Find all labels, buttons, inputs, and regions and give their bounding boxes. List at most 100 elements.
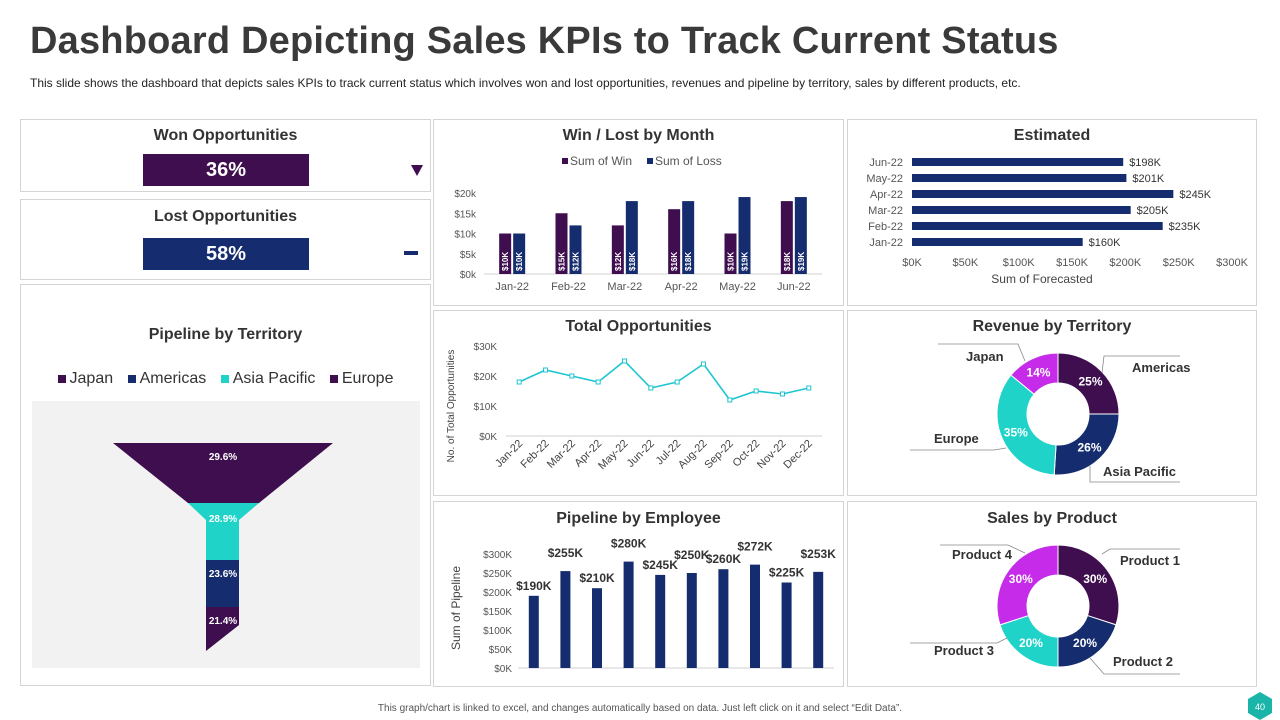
y-tick-label: $150K <box>483 607 512 618</box>
bar-value-label: $160K <box>1089 237 1121 249</box>
bar <box>912 238 1083 246</box>
slice-category-label: Product 3 <box>934 643 994 658</box>
data-point <box>674 379 680 385</box>
leader-line <box>1101 548 1180 555</box>
y-tick-label: $300K <box>483 550 512 561</box>
bar <box>912 206 1131 214</box>
bar-value-label: $18K <box>628 252 637 271</box>
legend-swatch-1 <box>647 158 653 164</box>
bar-value-label: $253K <box>801 547 837 561</box>
category-label: Feb-22 <box>868 221 903 233</box>
category-label: Apr-22 <box>870 189 903 201</box>
x-tick-label: $200K <box>1109 257 1141 269</box>
slice-category-label: Product 2 <box>1113 654 1173 669</box>
pipeline-territory-funnel: 29.6% 28.9% 23.6% 21.4% <box>32 401 420 668</box>
x-tick-label: Mar-22 <box>545 438 578 471</box>
slice <box>996 374 1057 476</box>
bar <box>750 564 760 668</box>
bar <box>528 595 539 668</box>
sales-product-title: Sales by Product <box>987 510 1117 527</box>
y-tick-label: $10k <box>454 230 477 241</box>
estimated-panel: Estimated Jun-22 $198K May-22 $201K Apr-22 $2… <box>847 119 1257 306</box>
bar-value-label: $18K <box>684 252 693 271</box>
svg-text:40: 40 <box>1255 702 1265 712</box>
bar <box>912 174 1127 182</box>
y-axis-title: Sum of Pipeline <box>449 566 463 650</box>
win-lost-title: Win / Lost by Month <box>562 127 715 144</box>
bar-value-label: $12K <box>614 252 623 271</box>
x-tick-label: Jun-22 <box>625 438 657 470</box>
leader-line <box>910 637 1008 644</box>
revenue-territory-chart: 25% Americas 26%Asia Pacific 35% Europe 14% Ja… <box>910 343 1191 483</box>
slice-value-label: 20% <box>1073 636 1097 650</box>
bar-value-label: $10K <box>727 252 736 271</box>
bar <box>912 222 1163 230</box>
footer-note: This graph/chart is linked to excel, and… <box>377 703 903 714</box>
lost-opportunities-value: 58% <box>143 238 309 270</box>
bar-value-label: $10K <box>501 252 510 271</box>
leader-line <box>938 343 1026 362</box>
leader-line <box>910 447 1007 451</box>
y-tick-label: $200K <box>483 588 512 599</box>
slice-category-label: Europe <box>934 431 979 446</box>
x-tick-label: $0K <box>902 257 922 269</box>
funnel-value-label: 28.9% <box>209 514 237 525</box>
y-tick-label: $20k <box>454 189 477 200</box>
estimated-title: Estimated <box>1013 127 1091 144</box>
slice <box>1057 544 1120 626</box>
bar-value-label: $235K <box>1169 221 1201 233</box>
slice <box>996 544 1059 626</box>
bar-value-label: $245K <box>1179 189 1211 201</box>
funnel-segment-japan <box>113 443 333 503</box>
slice <box>1010 352 1059 395</box>
leader-line <box>940 544 1026 554</box>
funnel-value-label: 23.6% <box>209 569 237 580</box>
slice-value-label: 30% <box>1083 572 1107 586</box>
legend-asia-pacific: Asia Pacific <box>220 370 315 388</box>
x-tick-label: $250K <box>1163 257 1195 269</box>
total-opportunities-panel: Total Opportunities $0K $10K $20K $30K No. o… <box>433 310 844 496</box>
data-point <box>701 361 706 367</box>
y-tick-label: $10K <box>474 402 498 413</box>
slice-value-label: 25% <box>1079 374 1103 388</box>
slice-value-label: 20% <box>1019 636 1043 650</box>
x-tick-label: Jun-22 <box>777 281 811 293</box>
funnel-segment-americas <box>188 503 259 560</box>
x-tick-label: May-22 <box>719 281 756 293</box>
bar-win <box>780 201 793 274</box>
bar-value-label: $225K <box>769 566 805 580</box>
x-tick-label: Feb-22 <box>518 438 551 471</box>
x-tick-label: Feb-22 <box>551 281 586 293</box>
leader-line <box>1089 657 1180 675</box>
total-opportunities-chart: $0K $10K $20K $30K No. of Total Opportunitie… <box>446 342 822 472</box>
bar-value-label: $16K <box>670 252 679 271</box>
leader-line <box>1089 466 1180 483</box>
dash-icon <box>404 251 418 255</box>
bar-win <box>555 213 568 274</box>
bar-value-label: $210K <box>579 571 615 585</box>
legend-label-1: Sum of Loss <box>655 154 722 168</box>
slice-category-label: Product 4 <box>952 547 1013 562</box>
x-tick-label: $300K <box>1216 257 1248 269</box>
bar-win <box>499 233 512 274</box>
bar-value-label: $250K <box>674 548 710 562</box>
bar-win <box>611 225 624 274</box>
won-opportunities-title: Won Opportunities <box>153 127 298 144</box>
revenue-territory-panel: Revenue by Territory 25% Americas 26% Asia … <box>847 310 1257 496</box>
legend-europe: Europe <box>329 370 393 388</box>
bar-value-label: $201K <box>1132 173 1164 185</box>
win-lost-chart: Sum of Win Sum of Loss $0k $5k $10k $15k $20k $… <box>454 154 822 293</box>
page-title: Dashboard Depicting Sales KPIs to Track … <box>30 20 1059 62</box>
bar-value-label: $272K <box>737 540 773 554</box>
slice-category-label: Product 1 <box>1120 553 1180 568</box>
lost-opportunities-title: Lost Opportunities <box>153 208 298 225</box>
series-line <box>518 359 810 401</box>
x-tick-label: $150K <box>1056 257 1088 269</box>
bar-value-label: $280K <box>611 537 647 551</box>
y-tick-label: $15k <box>454 209 477 220</box>
y-tick-label: $50K <box>489 645 513 656</box>
y-tick-label: $5k <box>460 250 477 261</box>
slice-value-label: 35% <box>1004 425 1028 439</box>
data-point <box>727 397 733 403</box>
y-tick-label: $0K <box>479 432 497 443</box>
